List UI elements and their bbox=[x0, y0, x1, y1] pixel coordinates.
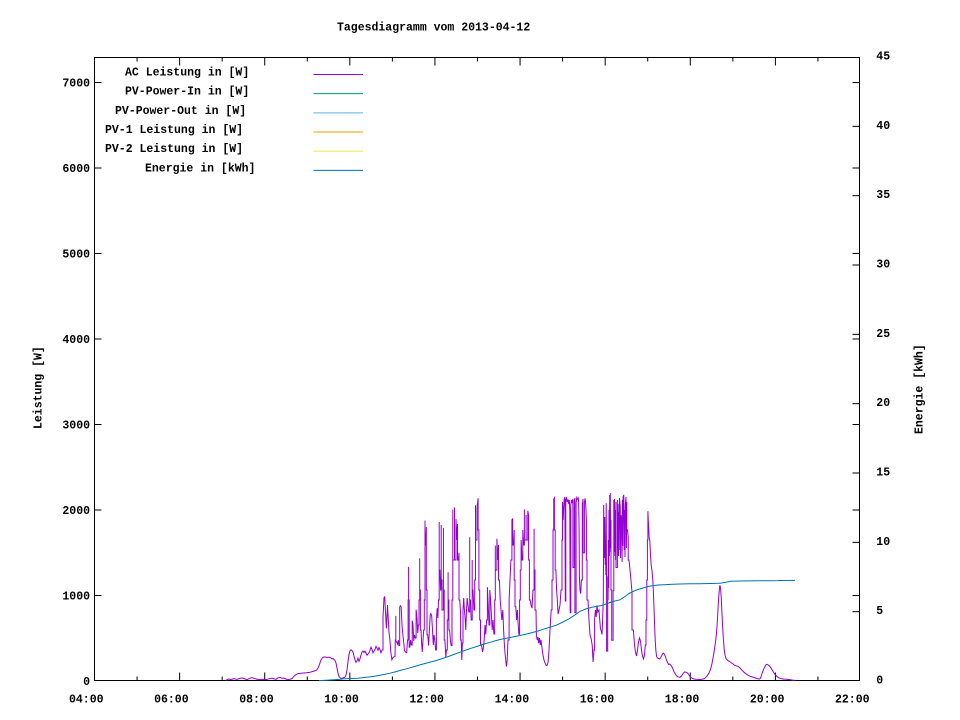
svg-text:35: 35 bbox=[876, 189, 890, 202]
svg-text:04:00: 04:00 bbox=[69, 694, 104, 707]
svg-text:20: 20 bbox=[876, 397, 890, 410]
svg-text:AC Leistung in [W]: AC Leistung in [W] bbox=[125, 67, 249, 80]
svg-text:7000: 7000 bbox=[62, 78, 90, 91]
svg-text:1000: 1000 bbox=[62, 591, 90, 604]
svg-text:PV-1 Leistung in [W]: PV-1 Leistung in [W] bbox=[105, 124, 243, 137]
svg-text:18:00: 18:00 bbox=[665, 694, 700, 707]
svg-text:0: 0 bbox=[876, 675, 883, 688]
svg-text:5000: 5000 bbox=[62, 249, 90, 262]
svg-text:15: 15 bbox=[876, 467, 890, 480]
svg-text:Leistung [W]: Leistung [W] bbox=[33, 346, 46, 429]
svg-text:PV-2 Leistung in [W]: PV-2 Leistung in [W] bbox=[105, 143, 243, 156]
svg-text:16:00: 16:00 bbox=[580, 694, 615, 707]
svg-text:2000: 2000 bbox=[62, 505, 90, 518]
svg-text:20:00: 20:00 bbox=[750, 694, 785, 707]
svg-text:3000: 3000 bbox=[62, 420, 90, 433]
svg-text:45: 45 bbox=[876, 51, 890, 64]
svg-text:Energie [kWh]: Energie [kWh] bbox=[914, 344, 927, 434]
svg-text:Energie in [kWh]: Energie in [kWh] bbox=[145, 162, 255, 175]
svg-text:5: 5 bbox=[876, 605, 883, 618]
svg-text:25: 25 bbox=[876, 328, 890, 341]
svg-text:PV-Power-Out in [W]: PV-Power-Out in [W] bbox=[115, 105, 246, 118]
svg-text:PV-Power-In in [W]: PV-Power-In in [W] bbox=[125, 86, 249, 99]
svg-text:6000: 6000 bbox=[62, 163, 90, 176]
svg-text:10: 10 bbox=[876, 536, 890, 549]
svg-text:4000: 4000 bbox=[62, 334, 90, 347]
svg-text:30: 30 bbox=[876, 259, 890, 272]
svg-text:06:00: 06:00 bbox=[154, 694, 189, 707]
svg-text:22:00: 22:00 bbox=[835, 694, 870, 707]
svg-text:0: 0 bbox=[83, 676, 90, 689]
svg-text:10:00: 10:00 bbox=[324, 694, 359, 707]
svg-text:14:00: 14:00 bbox=[495, 694, 530, 707]
svg-text:08:00: 08:00 bbox=[239, 694, 274, 707]
svg-text:40: 40 bbox=[876, 120, 890, 133]
svg-text:Tagesdiagramm vom 2013-04-12: Tagesdiagramm vom 2013-04-12 bbox=[337, 22, 530, 35]
svg-text:12:00: 12:00 bbox=[409, 694, 444, 707]
